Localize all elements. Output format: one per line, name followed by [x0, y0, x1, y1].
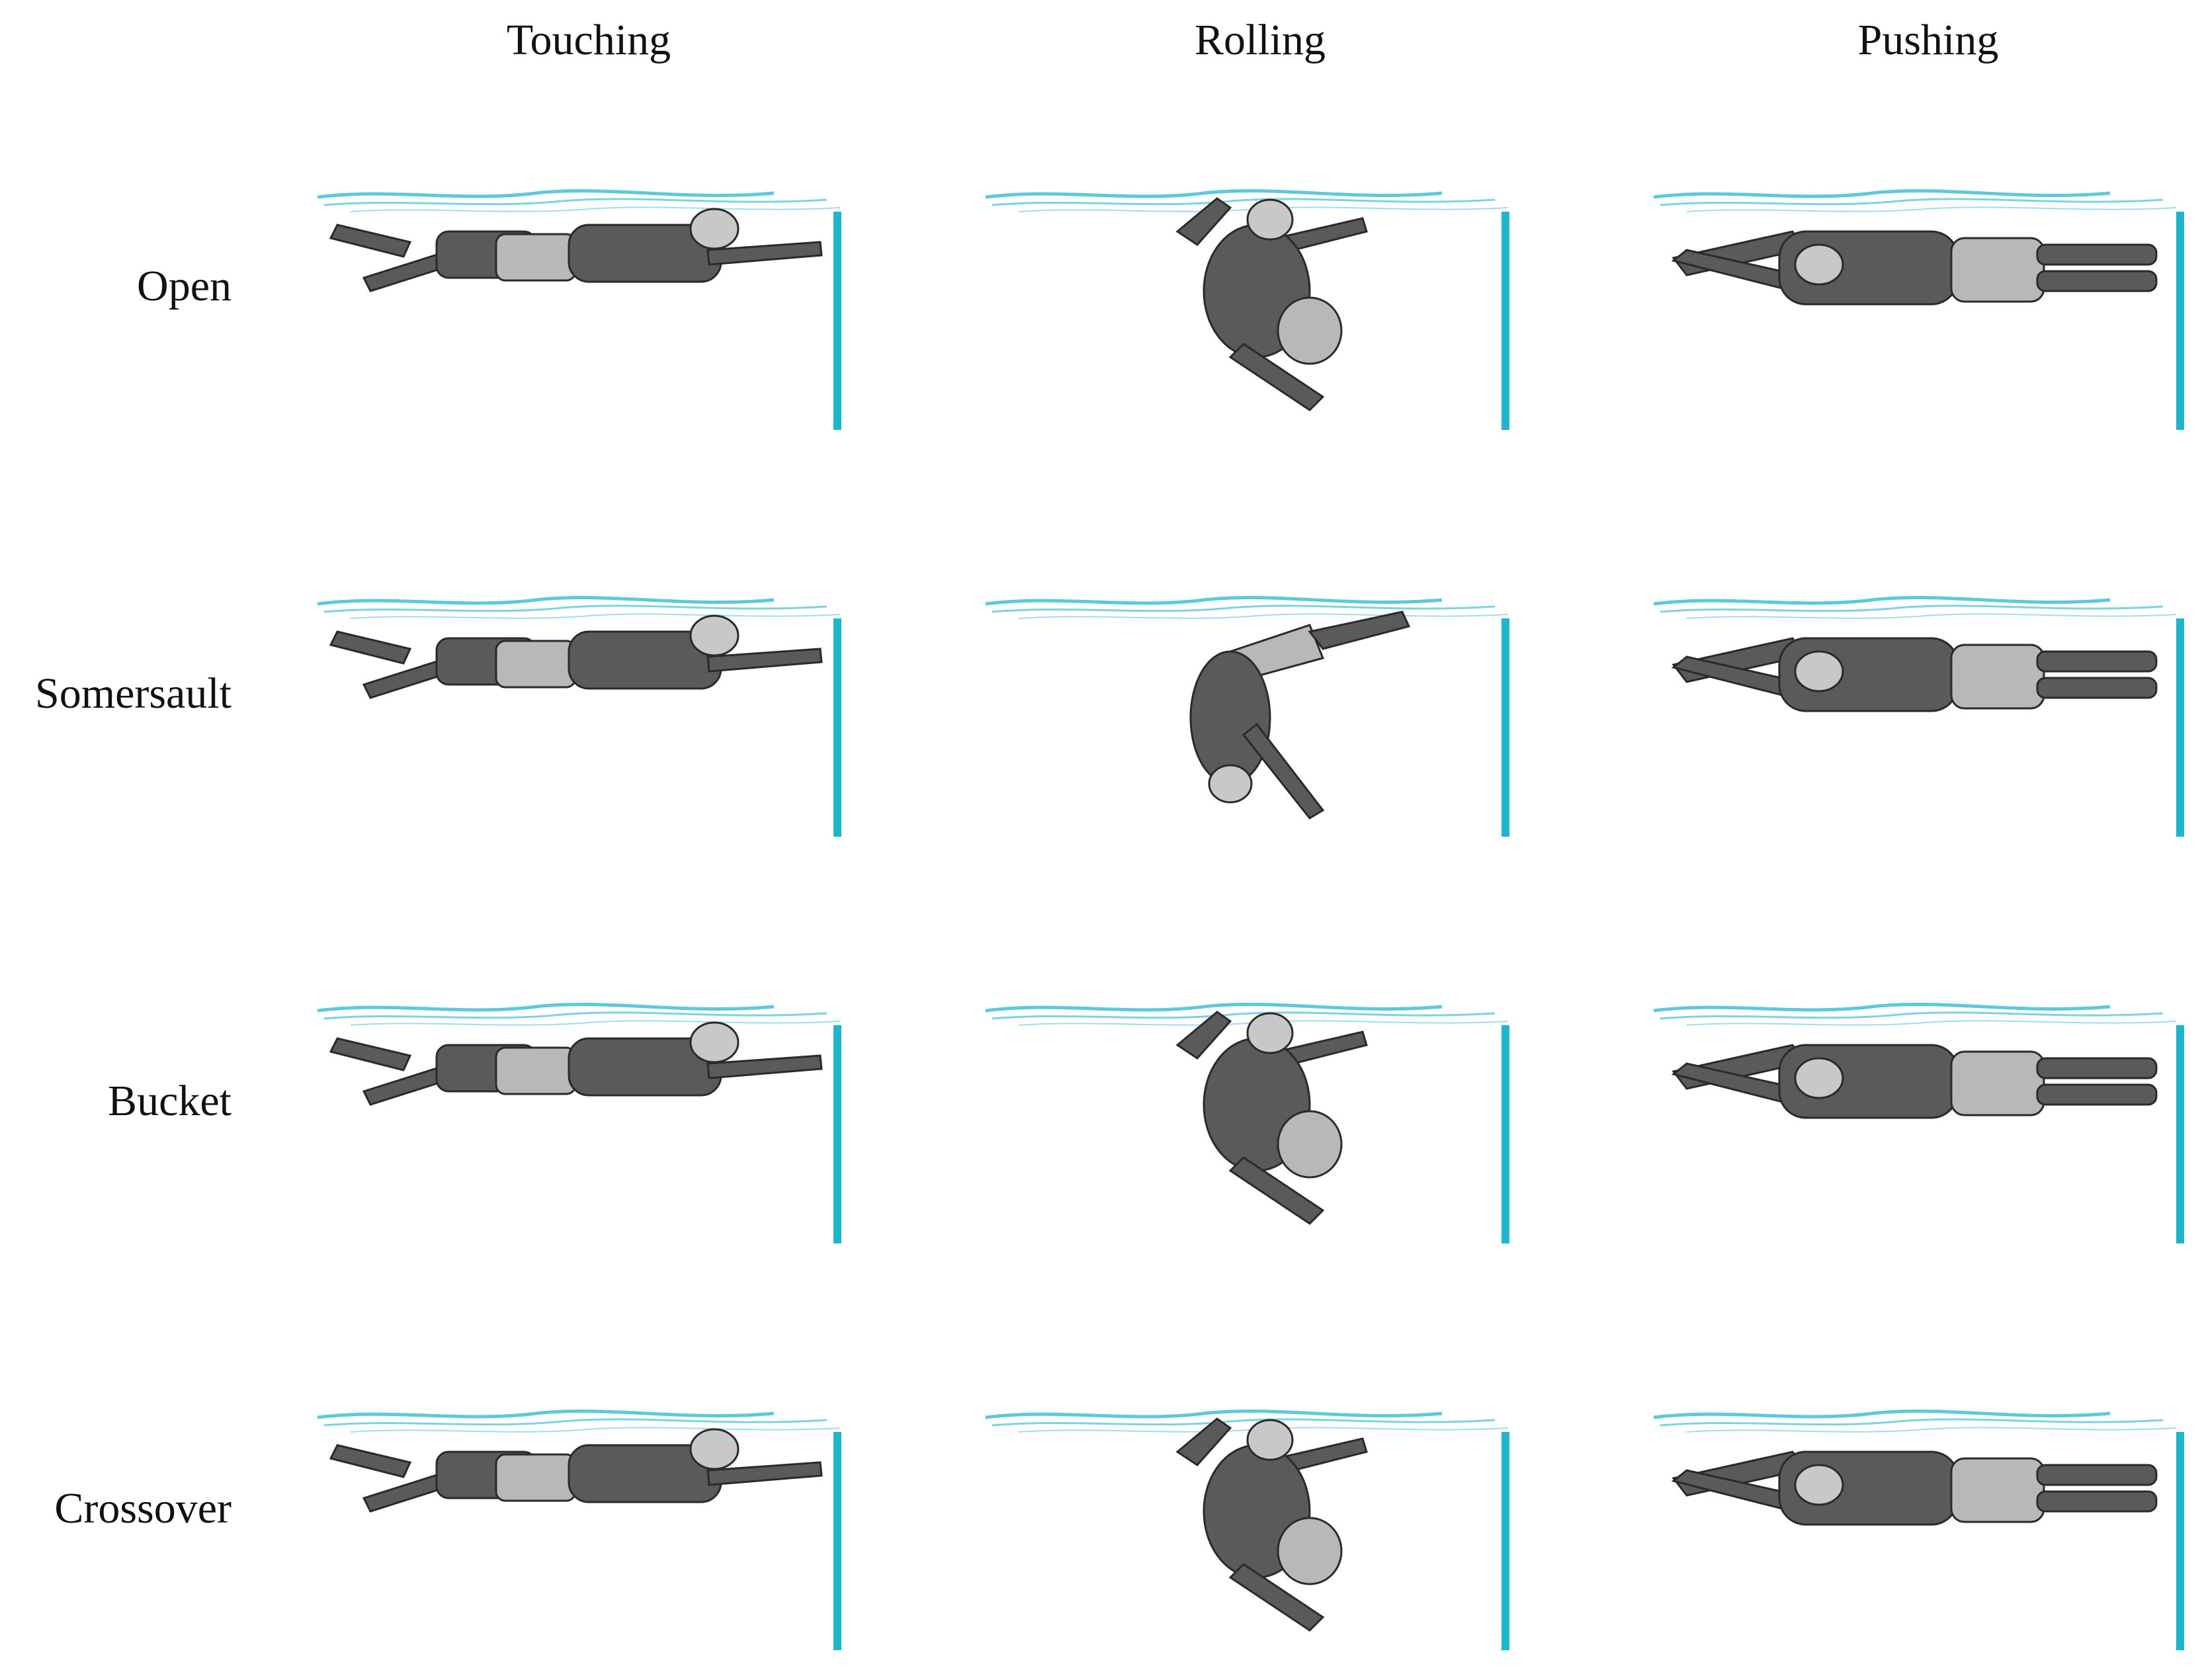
swimmer-figure: [1671, 637, 2158, 712]
water-surface: [1653, 189, 2177, 212]
column-header-pushing: Pushing: [1857, 16, 1999, 64]
swimmer-figure: [1189, 610, 1411, 819]
water-surface: [317, 1003, 841, 1026]
row-label-bucket: Bucket: [108, 1077, 232, 1125]
swimmer-figure: [329, 1021, 823, 1106]
illustration-crossover-rolling: [979, 1399, 1535, 1650]
illustration-open-pushing: [1647, 179, 2200, 430]
water-surface: [1653, 596, 2177, 619]
pool-wall: [1502, 1432, 1509, 1650]
pool-wall: [2176, 1432, 2184, 1650]
illustration-open-rolling: [979, 179, 1535, 430]
water-surface: [985, 596, 1509, 619]
illustration-crossover-pushing: [1647, 1399, 2200, 1650]
swimmer-figure: [1671, 1044, 2158, 1119]
swimmer-figure: [1175, 1011, 1368, 1225]
illustration-bucket-pushing: [1647, 992, 2200, 1243]
pool-wall: [1502, 618, 1509, 837]
water-surface: [985, 1409, 1509, 1433]
water-surface: [317, 596, 841, 619]
water-surface: [317, 189, 841, 212]
water-surface: [1653, 1409, 2177, 1433]
water-surface: [317, 1409, 841, 1433]
pool-wall: [2176, 618, 2184, 837]
water-surface: [985, 189, 1509, 212]
swimmer-figure: [1671, 1450, 2158, 1526]
water-surface: [1653, 1003, 2177, 1026]
illustration-somersault-pushing: [1647, 585, 2200, 837]
row-label-open: Open: [137, 262, 232, 310]
pool-wall: [833, 618, 841, 837]
pool-wall: [833, 1432, 841, 1650]
water-surface: [985, 1003, 1509, 1026]
pool-wall: [2176, 212, 2184, 430]
pool-wall: [2176, 1025, 2184, 1243]
illustration-crossover-touching: [311, 1399, 867, 1650]
row-label-somersault: Somersault: [35, 669, 232, 718]
column-header-rolling: Rolling: [1194, 16, 1326, 64]
illustration-bucket-rolling: [979, 992, 1535, 1243]
illustration-somersault-touching: [311, 585, 867, 837]
column-header-touching: Touching: [506, 16, 671, 64]
pool-wall: [833, 1025, 841, 1243]
swimmer-figure: [329, 1428, 823, 1513]
pool-wall: [833, 212, 841, 430]
illustration-open-touching: [311, 179, 867, 430]
swimmer-figure: [1671, 230, 2158, 306]
swimmer-figure: [1175, 197, 1368, 411]
pool-wall: [1502, 1025, 1509, 1243]
swimmer-figure: [329, 208, 823, 292]
pool-wall: [1502, 212, 1509, 430]
swimmer-figure: [1175, 1417, 1368, 1632]
swimmer-figure: [329, 614, 823, 699]
row-label-crossover: Crossover: [54, 1484, 232, 1533]
illustration-somersault-rolling: [979, 585, 1535, 837]
illustration-bucket-touching: [311, 992, 867, 1243]
